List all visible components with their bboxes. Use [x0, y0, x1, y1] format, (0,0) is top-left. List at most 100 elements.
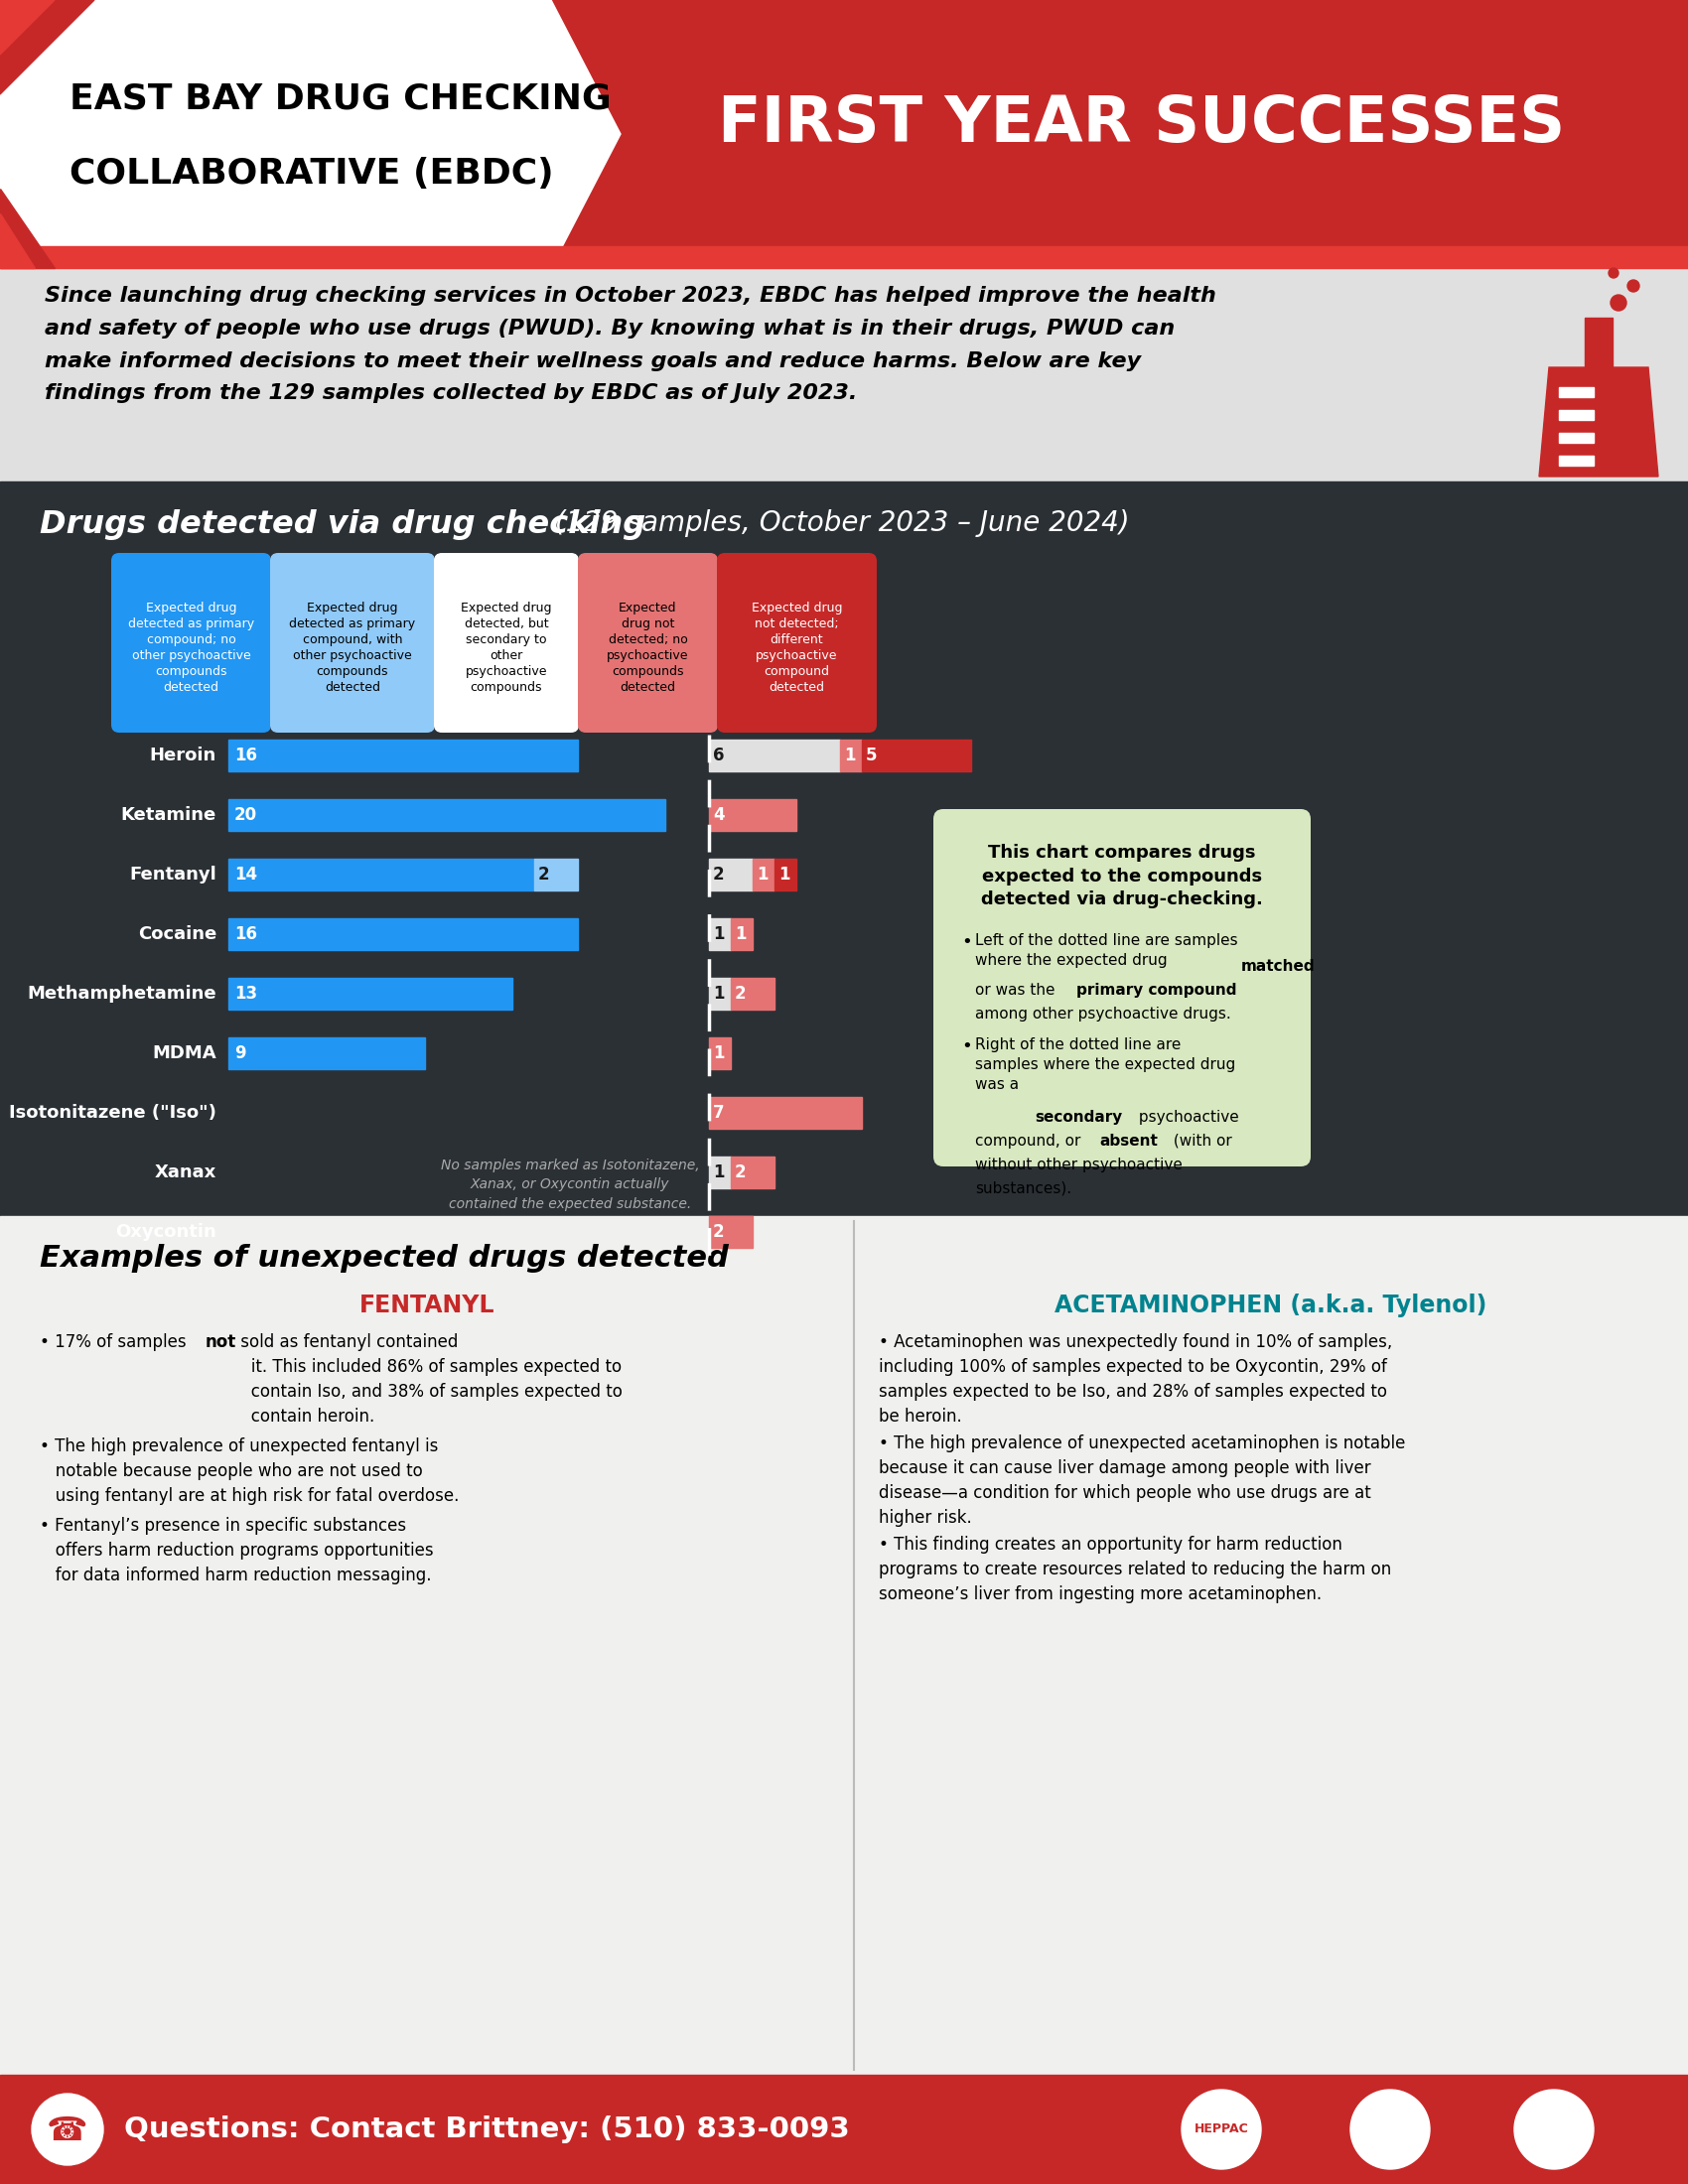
Bar: [0, 269, 1688, 480]
Text: Ketamine: Ketamine: [122, 806, 216, 823]
Circle shape: [1350, 2090, 1430, 2169]
Text: 2: 2: [538, 865, 550, 885]
Bar: [1560, 456, 1593, 465]
Bar: [709, 1096, 863, 1129]
Text: MDMA: MDMA: [152, 1044, 216, 1061]
Text: • Acetaminophen was unexpectedly found in 10% of samples,
including 100% of samp: • Acetaminophen was unexpectedly found i…: [879, 1332, 1393, 1426]
Text: Since launching drug checking services in October 2023, EBDC has helped improve : Since launching drug checking services i…: [44, 286, 1217, 404]
Text: Expected
drug not
detected; no
psychoactive
compounds
detected: Expected drug not detected; no psychoact…: [608, 601, 689, 695]
Text: 1: 1: [712, 1044, 724, 1061]
Text: COLLABORATIVE (EBDC): COLLABORATIVE (EBDC): [69, 157, 554, 190]
Text: Xanax: Xanax: [155, 1164, 216, 1182]
Bar: [1560, 432, 1593, 443]
Text: 13: 13: [235, 985, 257, 1002]
Text: 2: 2: [734, 1164, 746, 1182]
Text: 16: 16: [235, 926, 257, 943]
Text: Expected drug
detected as primary
compound, with
other psychoactive
compounds
de: Expected drug detected as primary compou…: [289, 601, 415, 695]
Text: 2: 2: [734, 985, 746, 1002]
Text: among other psychoactive drugs.: among other psychoactive drugs.: [976, 1007, 1231, 1022]
Bar: [0, 247, 1688, 269]
Polygon shape: [0, 188, 54, 269]
Text: FIRST YEAR SUCCESSES: FIRST YEAR SUCCESSES: [719, 94, 1565, 155]
Bar: [863, 740, 971, 771]
Text: 1: 1: [712, 985, 724, 1002]
Bar: [228, 917, 577, 950]
Text: (with or: (with or: [1168, 1133, 1232, 1149]
Text: • The high prevalence of unexpected acetaminophen is notable
because it can caus: • The high prevalence of unexpected acet…: [879, 1435, 1406, 1527]
Text: matched: matched: [1241, 959, 1315, 974]
Text: 1: 1: [756, 865, 768, 885]
Text: Right of the dotted line are
samples where the expected drug
was a: Right of the dotted line are samples whe…: [976, 1037, 1236, 1092]
Bar: [228, 978, 513, 1009]
Bar: [709, 740, 841, 771]
Text: FENTANYL: FENTANYL: [360, 1293, 495, 1317]
Polygon shape: [0, 0, 621, 269]
Text: Left of the dotted line are samples
where the expected drug: Left of the dotted line are samples wher…: [976, 933, 1237, 968]
Text: 1: 1: [712, 1164, 724, 1182]
Polygon shape: [0, 0, 54, 55]
Bar: [1560, 411, 1593, 419]
Text: absent: absent: [1099, 1133, 1158, 1149]
Bar: [709, 917, 731, 950]
Text: not: not: [206, 1332, 236, 1352]
Bar: [731, 978, 775, 1009]
Text: 1: 1: [734, 926, 746, 943]
Polygon shape: [0, 0, 95, 94]
Text: Cocaine: Cocaine: [138, 926, 216, 943]
FancyBboxPatch shape: [111, 553, 272, 732]
Bar: [709, 799, 797, 830]
Circle shape: [1627, 280, 1639, 293]
Text: Isotonitazene ("Iso"): Isotonitazene ("Iso"): [8, 1103, 216, 1123]
Text: 6: 6: [712, 747, 724, 764]
Text: Expected drug
detected as primary
compound; no
other psychoactive
compounds
dete: Expected drug detected as primary compou…: [128, 601, 255, 695]
Polygon shape: [0, 214, 35, 269]
Bar: [709, 978, 731, 1009]
Text: • This finding creates an opportunity for harm reduction
programs to create reso: • This finding creates an opportunity fo…: [879, 1535, 1391, 1603]
Text: ☎: ☎: [47, 2114, 88, 2147]
Text: Drugs detected via drug checking: Drugs detected via drug checking: [41, 509, 645, 539]
Bar: [709, 1158, 731, 1188]
Text: HEPPAC: HEPPAC: [1193, 2123, 1249, 2136]
Text: 2: 2: [712, 865, 724, 885]
Text: 1: 1: [778, 865, 790, 885]
Circle shape: [1610, 295, 1627, 310]
Text: • The high prevalence of unexpected fentanyl is
   notable because people who ar: • The high prevalence of unexpected fent…: [41, 1437, 459, 1505]
Text: 5: 5: [866, 747, 878, 764]
Text: primary compound: primary compound: [1077, 983, 1237, 998]
Text: EAST BAY DRUG CHECKING: EAST BAY DRUG CHECKING: [69, 83, 611, 116]
Bar: [709, 1216, 753, 1247]
Text: 1: 1: [712, 926, 724, 943]
Text: (129 samples, October 2023 – June 2024): (129 samples, October 2023 – June 2024): [547, 509, 1129, 537]
Text: Heroin: Heroin: [150, 747, 216, 764]
Bar: [533, 858, 577, 891]
Polygon shape: [1539, 367, 1658, 476]
FancyBboxPatch shape: [577, 553, 717, 732]
Text: •: •: [960, 933, 972, 950]
Circle shape: [1182, 2090, 1261, 2169]
Text: without other psychoactive: without other psychoactive: [976, 1158, 1183, 1173]
Text: ACETAMINOPHEN (a.k.a. Tylenol): ACETAMINOPHEN (a.k.a. Tylenol): [1055, 1293, 1487, 1317]
Text: 16: 16: [235, 747, 257, 764]
Text: 7: 7: [712, 1103, 724, 1123]
Text: 2: 2: [712, 1223, 724, 1241]
Text: secondary: secondary: [1035, 1109, 1123, 1125]
Text: Questions: Contact Brittney: (510) 833-0093: Questions: Contact Brittney: (510) 833-0…: [125, 2116, 849, 2143]
Text: Oxycontin: Oxycontin: [115, 1223, 216, 1241]
Bar: [841, 740, 863, 771]
Circle shape: [32, 2094, 103, 2164]
Bar: [775, 858, 797, 891]
Text: 14: 14: [235, 865, 257, 885]
Bar: [0, 480, 1688, 1216]
Bar: [709, 858, 753, 891]
Text: • Fentanyl’s presence in specific substances
   offers harm reduction programs o: • Fentanyl’s presence in specific substa…: [41, 1518, 434, 1583]
Text: Examples of unexpected drugs detected: Examples of unexpected drugs detected: [41, 1245, 729, 1273]
Bar: [753, 858, 775, 891]
Bar: [228, 740, 577, 771]
Bar: [0, 2075, 1688, 2184]
Text: substances).: substances).: [976, 1182, 1072, 1197]
Bar: [709, 1037, 731, 1070]
Bar: [228, 858, 533, 891]
Text: Expected drug
detected, but
secondary to
other
psychoactive
compounds: Expected drug detected, but secondary to…: [461, 601, 552, 695]
Text: •: •: [960, 1037, 972, 1055]
Bar: [1585, 317, 1612, 367]
